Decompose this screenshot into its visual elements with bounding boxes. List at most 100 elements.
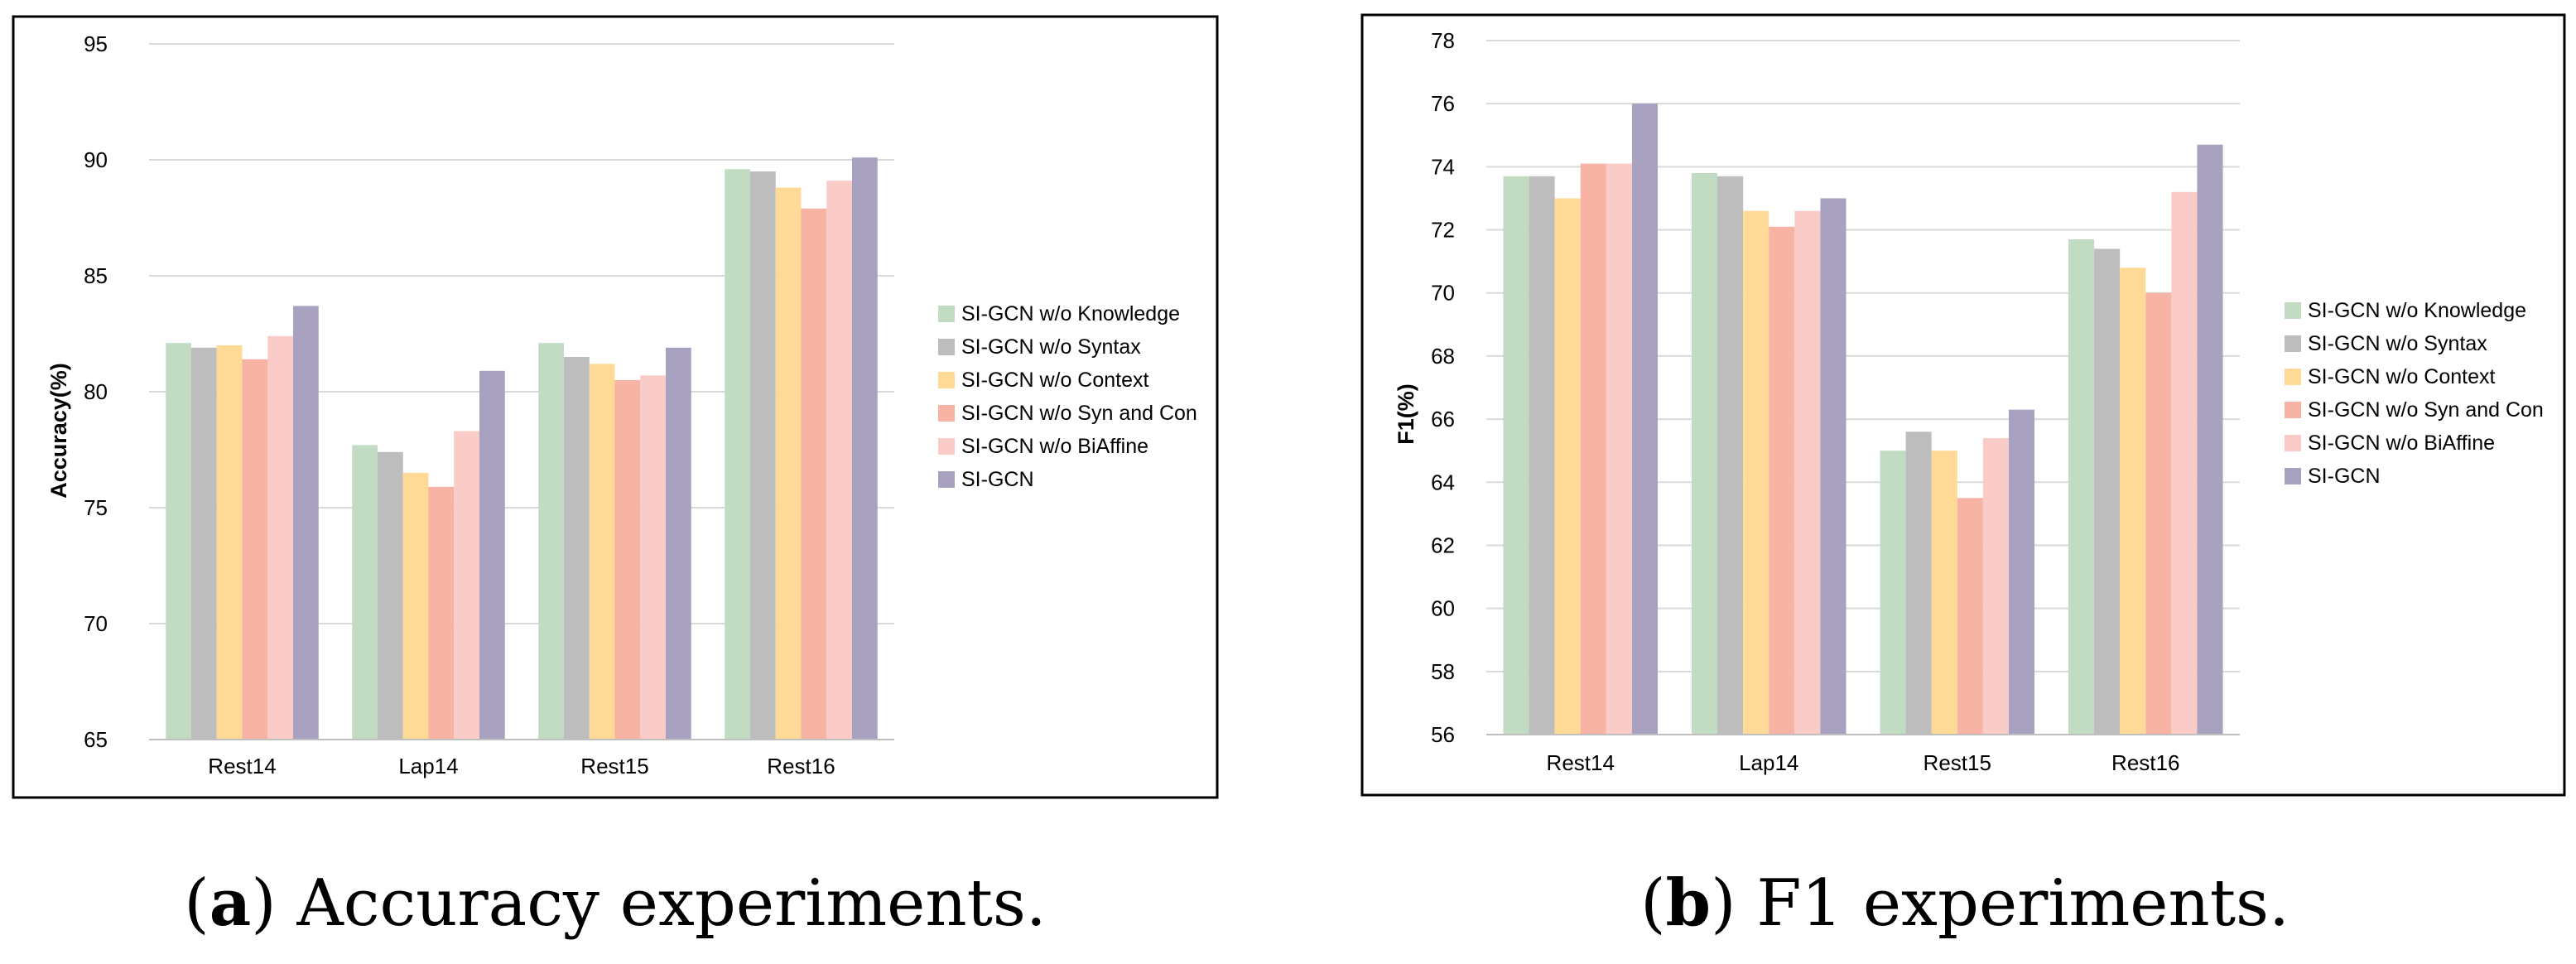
f1-caption: (b) F1 experiments.: [1640, 865, 2290, 941]
f1-x-tick-label: Rest14: [1547, 750, 1615, 775]
accuracy-x-tick-label: Rest16: [767, 754, 835, 778]
accuracy-bar-lap14-series-2: [378, 451, 403, 740]
f1-bar-rest15-series-3: [1931, 451, 1957, 735]
accuracy-legend-swatch: [938, 306, 955, 322]
f1-y-tick-label: 76: [1431, 91, 1455, 116]
f1-bar-rest16-series-1: [2068, 239, 2095, 735]
accuracy-bar-rest15-series-5: [640, 375, 666, 740]
accuracy-bar-rest14-series-3: [216, 345, 243, 740]
f1-legend-swatch: [2285, 468, 2301, 484]
accuracy-y-tick-label: 85: [84, 263, 108, 288]
accuracy-bar-rest15-series-4: [614, 380, 641, 740]
accuracy-legend-label: SI-GCN w/o Syntax: [961, 335, 1141, 359]
accuracy-legend-label: SI-GCN w/o BiAffine: [961, 435, 1148, 458]
accuracy-bar-lap14-series-3: [402, 473, 429, 740]
accuracy-legend-label: SI-GCN w/o Knowledge: [961, 302, 1180, 325]
f1-y-axis-label: F1(%): [1394, 383, 1418, 445]
accuracy-bar-rest16-series-3: [775, 187, 802, 740]
f1-bar-rest15-series-6: [2008, 409, 2035, 735]
f1-x-tick-label: Lap14: [1739, 750, 1798, 775]
accuracy-y-tick-label: 65: [84, 727, 108, 752]
f1-chart-panel: 56 58 60 62 64 66 68 70 72 74 76 78 Rest14 Lap14 Rest…: [1360, 13, 2566, 941]
accuracy-chart-panel: 65 70 75 80 85 90 95 Rest14 Lap14 Rest15 Rest16 A…: [12, 15, 1219, 941]
f1-bar-rest14-series-6: [1631, 104, 1659, 735]
f1-bar-lap14-series-1: [1691, 172, 1718, 735]
accuracy-bar-rest15-series-3: [589, 364, 615, 740]
f1-bar-lap14-series-4: [1769, 226, 1795, 735]
f1-y-tick-label: 62: [1431, 533, 1455, 557]
f1-chart-frame: [1360, 13, 2566, 797]
accuracy-bar-rest14-series-5: [267, 335, 293, 740]
accuracy-legend-swatch: [938, 372, 955, 388]
accuracy-legend-swatch: [938, 438, 955, 455]
f1-y-tick-label: 66: [1431, 407, 1455, 431]
accuracy-bar-rest14-series-6: [293, 306, 319, 740]
accuracy-legend-label: SI-GCN w/o Context: [961, 369, 1149, 392]
f1-y-tick-label: 78: [1431, 28, 1455, 53]
f1-bar-lap14-series-3: [1743, 210, 1769, 735]
f1-y-tick-label: 74: [1431, 154, 1455, 179]
f1-bar-rest14-series-4: [1580, 163, 1606, 735]
accuracy-legend-label: SI-GCN w/o Syn and Con: [961, 402, 1197, 425]
f1-y-tick-label: 56: [1431, 722, 1455, 747]
f1-legend-label: SI-GCN w/o Context: [2308, 365, 2496, 388]
f1-bar-lap14-series-5: [1794, 210, 1821, 735]
f1-bar-rest14-series-1: [1503, 176, 1529, 735]
f1-bar-lap14-series-6: [1820, 198, 1847, 735]
accuracy-legend-swatch: [938, 405, 955, 422]
accuracy-bar-lap14-series-1: [352, 445, 378, 740]
f1-y-tick-label: 64: [1431, 470, 1455, 494]
f1-y-tick-label: 70: [1431, 281, 1455, 306]
accuracy-y-tick-label: 95: [84, 31, 108, 56]
f1-legend-swatch: [2285, 369, 2301, 385]
accuracy-bar-rest16-series-4: [801, 208, 827, 740]
accuracy-x-tick-label: Rest14: [208, 754, 276, 778]
accuracy-legend-label: SI-GCN: [961, 468, 1034, 491]
accuracy-bar-lap14-series-5: [454, 431, 479, 740]
accuracy-bar-rest15-series-1: [538, 343, 564, 740]
f1-y-tick-label: 58: [1431, 659, 1455, 684]
f1-bar-rest16-series-4: [2145, 292, 2172, 735]
accuracy-bar-rest15-series-2: [564, 357, 590, 740]
accuracy-bar-rest14-series-2: [191, 347, 217, 740]
f1-bar-rest15-series-1: [1880, 451, 1906, 735]
accuracy-bar-lap14-series-6: [479, 370, 505, 740]
f1-y-tick-label: 60: [1431, 596, 1455, 621]
f1-legend-label: SI-GCN w/o Syntax: [2308, 332, 2487, 355]
f1-bar-rest15-series-5: [1982, 437, 2009, 735]
f1-bar-rest14-series-5: [1606, 163, 1632, 735]
accuracy-y-tick-label: 75: [84, 495, 108, 520]
accuracy-y-axis-label: Accuracy(%): [46, 363, 71, 499]
f1-bar-rest14-series-3: [1554, 198, 1581, 735]
f1-bar-rest15-series-4: [1957, 498, 1983, 735]
accuracy-legend-swatch: [938, 339, 955, 355]
f1-x-tick-label: Rest16: [2111, 750, 2179, 775]
f1-y-tick-label: 72: [1431, 218, 1455, 243]
f1-x-tick-label: Rest15: [1924, 750, 1991, 775]
f1-legend-swatch: [2285, 302, 2301, 319]
f1-bar-rest16-series-3: [2120, 268, 2146, 735]
accuracy-bar-rest16-series-1: [725, 169, 750, 740]
accuracy-x-tick-label: Lap14: [398, 754, 458, 778]
accuracy-caption: (a) Accuracy experiments.: [184, 865, 1046, 941]
f1-bar-rest14-series-2: [1529, 176, 1555, 735]
accuracy-bar-rest15-series-6: [666, 347, 691, 740]
f1-legend-label: SI-GCN w/o BiAffine: [2308, 431, 2495, 455]
f1-legend-swatch: [2285, 435, 2301, 451]
f1-bar-rest15-series-2: [1905, 431, 1932, 735]
f1-y-tick-label: 68: [1431, 344, 1455, 369]
accuracy-y-tick-label: 90: [84, 147, 108, 172]
f1-legend-swatch: [2285, 402, 2301, 418]
accuracy-bar-lap14-series-4: [428, 486, 455, 740]
f1-legend-swatch: [2285, 335, 2301, 352]
f1-legend-label: SI-GCN w/o Knowledge: [2308, 299, 2526, 322]
f1-legend-label: SI-GCN w/o Syn and Con: [2308, 398, 2544, 422]
f1-bar-rest16-series-2: [2094, 248, 2121, 735]
accuracy-bar-rest14-series-4: [242, 359, 268, 740]
f1-bar-rest16-series-5: [2171, 191, 2198, 735]
accuracy-legend-swatch: [938, 471, 955, 488]
accuracy-x-tick-label: Rest15: [580, 754, 648, 778]
f1-bar-rest16-series-6: [2197, 144, 2223, 735]
accuracy-y-tick-label: 70: [84, 611, 108, 636]
